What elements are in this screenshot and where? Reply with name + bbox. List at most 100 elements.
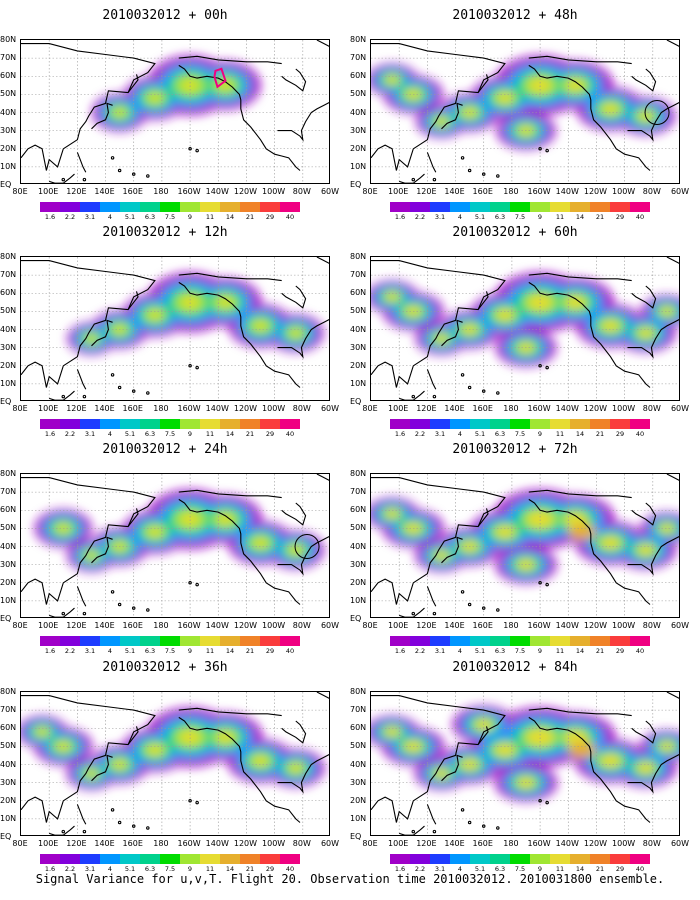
lat-label: 30N (350, 125, 367, 135)
grid-lines (371, 692, 679, 835)
colorbar-swatch (390, 202, 410, 212)
colorbar-swatch (390, 636, 410, 646)
colorbar (390, 636, 650, 646)
variance-contour (385, 509, 400, 519)
colorbar-label: 14 (225, 430, 235, 438)
lat-label: 40N (0, 107, 17, 117)
lon-label: 100W (262, 621, 286, 630)
colorbar-label: 40 (635, 213, 645, 221)
colorbar-label: 9 (537, 647, 543, 655)
map-panel: 2010032012 + 84h 80N 70N 60N 50N 40N 30N 20N 10N… (350, 660, 689, 873)
lon-label: 140W (205, 621, 229, 630)
lon-label: 180 (153, 187, 169, 196)
map-svg (21, 692, 329, 835)
lat-label: 80N (350, 469, 367, 478)
lon-axis: 80E 100E 120E 140E 160E 180 160W 140W 120W 100W 80… (350, 187, 690, 197)
lon-label: 160E (122, 187, 143, 196)
lon-label: 140W (555, 621, 579, 630)
lon-label: 120E (416, 187, 437, 196)
variance-contour (182, 80, 198, 91)
colorbar-swatch (510, 636, 530, 646)
colorbar-swatch (160, 419, 180, 429)
lon-label: 120E (66, 621, 87, 630)
colorbar-label: 3.1 (434, 213, 446, 221)
target-circle (294, 534, 320, 559)
variance-map (20, 473, 330, 618)
lon-label: 80W (642, 404, 661, 413)
variance-contour (659, 524, 674, 533)
colorbar-swatch (180, 854, 200, 864)
lon-label: 120W (233, 187, 258, 196)
lon-label: 80W (292, 621, 311, 630)
lon-label: 80W (642, 187, 661, 196)
colorbar-swatch (120, 854, 140, 864)
colorbar-swatch (430, 202, 450, 212)
colorbar-label: 5.1 (474, 213, 486, 221)
colorbar-label: 21 (595, 865, 605, 873)
colorbar-swatch (220, 854, 240, 864)
lat-label: EQ (350, 180, 362, 189)
variance-contour (600, 754, 621, 768)
variance-contour (660, 307, 674, 316)
variance-contour (86, 552, 97, 559)
colorbar-swatch (120, 202, 140, 212)
lat-label: EQ (0, 180, 12, 189)
lon-label: 140W (555, 404, 579, 413)
lat-label: 30N (350, 777, 367, 787)
colorbar-label: 14 (575, 865, 585, 873)
colorbar-labels: 1.6 2.2 3.1 4 5.1 6.3 7.5 9 11 14 21 29 40 (40, 647, 300, 656)
colorbar-label: 14 (225, 647, 235, 655)
lon-label: 140W (555, 839, 579, 848)
lon-label: 100W (612, 404, 636, 413)
colorbar-label: 4 (107, 647, 113, 655)
lat-label: 40N (0, 324, 17, 334)
colorbar-label: 5.1 (124, 430, 136, 438)
colorbar (40, 636, 300, 646)
variance-contour (529, 78, 552, 93)
coastlines (371, 692, 679, 835)
lon-label: 60W (320, 839, 340, 848)
lat-label: 10N (350, 595, 367, 605)
lon-label: 120W (233, 621, 258, 630)
colorbar-swatch (100, 419, 120, 429)
lat-label: EQ (0, 832, 12, 841)
colorbar-label: 29 (615, 647, 625, 655)
lon-label: 60W (670, 404, 690, 413)
panel-title: 2010032012 + 84h (452, 660, 578, 675)
colorbar-label: 11 (205, 647, 215, 655)
lon-label: 180 (503, 621, 519, 630)
colorbar-label: 9 (187, 865, 193, 873)
colorbar-label: 7.5 (164, 430, 176, 438)
colorbar-label: 2.2 (414, 430, 426, 438)
lat-label: 70N (350, 270, 367, 280)
colorbar-label: 1.6 (44, 213, 56, 221)
coastlines (21, 257, 329, 400)
lat-label: 60N (0, 288, 17, 298)
lon-label: 140E (94, 187, 115, 196)
colorbar-swatch (200, 636, 220, 646)
colorbar-swatch (180, 202, 200, 212)
colorbar-label: 4 (107, 865, 113, 873)
colorbar-swatch (180, 419, 200, 429)
lon-label: 100E (38, 187, 59, 196)
lat-label: 60N (0, 723, 17, 733)
colorbar (390, 419, 650, 429)
target-circle (644, 100, 670, 125)
colorbar-swatch (60, 419, 80, 429)
lon-label: 140E (94, 404, 115, 413)
colorbar-labels: 1.6 2.2 3.1 4 5.1 6.3 7.5 9 11 14 21 29 40 (390, 865, 650, 874)
colorbar-label: 14 (225, 213, 235, 221)
lon-label: 160E (472, 621, 493, 630)
colorbar-label: 40 (285, 647, 295, 655)
lat-label: 20N (350, 360, 367, 370)
colorbar-label: 11 (555, 647, 565, 655)
colorbar-label: 9 (187, 430, 193, 438)
variance-map (370, 473, 680, 618)
colorbar-swatch (100, 854, 120, 864)
panel-title: 2010032012 + 48h (452, 8, 578, 23)
lon-axis: 80E 100E 120E 140E 160E 180 160W 140W 120W 100W 80… (350, 404, 690, 414)
colorbar-swatch (490, 854, 510, 864)
colorbar-swatch (280, 202, 300, 212)
lat-label: 80N (0, 469, 17, 478)
colorbar-label: 21 (245, 865, 255, 873)
